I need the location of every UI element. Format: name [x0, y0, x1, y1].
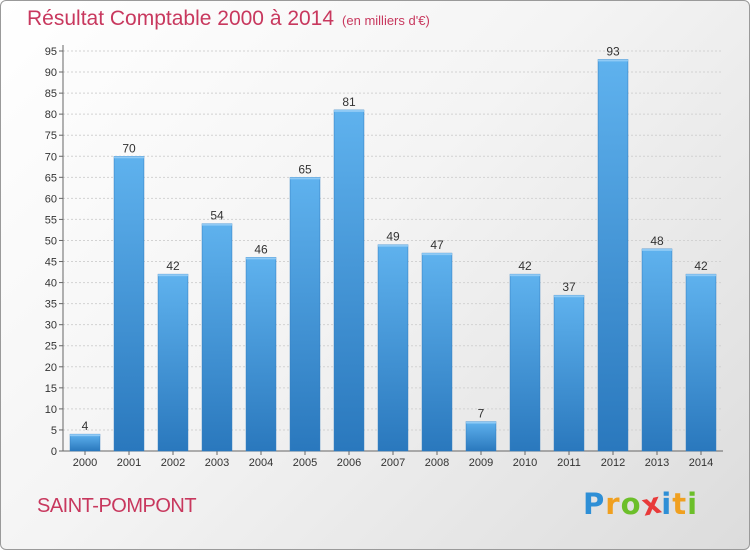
- x-tick-label: 2008: [425, 457, 449, 469]
- y-tick-label: 30: [45, 320, 57, 332]
- chart-title-text: Résultat Comptable 2000 à 2014: [27, 7, 335, 30]
- data-label: 54: [210, 209, 224, 223]
- chart-title: Résultat Comptable 2000 à 2014 (en millie…: [27, 7, 430, 31]
- bar-top-highlight: [290, 177, 320, 180]
- bar: [685, 273, 717, 452]
- data-label: 47: [430, 238, 444, 252]
- y-tick-label: 60: [45, 193, 57, 205]
- y-tick-label: 45: [45, 257, 57, 269]
- data-label: 48: [650, 234, 664, 248]
- logo-letter: P: [583, 487, 606, 521]
- data-label: 42: [166, 259, 180, 273]
- y-tick-label: 10: [45, 404, 57, 416]
- location-name: SAINT-POMPONT: [37, 495, 197, 517]
- bar-top-highlight: [598, 59, 628, 62]
- bar-top-highlight: [554, 295, 584, 298]
- bar: [333, 109, 365, 452]
- bar-top-highlight: [378, 244, 408, 247]
- x-tick-label: 2005: [293, 457, 317, 469]
- data-label: 70: [122, 141, 136, 155]
- x-tick-label: 2006: [337, 457, 361, 469]
- data-label: 65: [298, 162, 312, 176]
- logo-letter: r: [605, 487, 621, 521]
- y-tick-label: 80: [45, 109, 57, 121]
- bar: [69, 433, 101, 452]
- x-tick-label: 2001: [117, 457, 141, 469]
- x-tick-label: 2002: [161, 457, 185, 469]
- y-tick-label: 50: [45, 235, 57, 247]
- bar: [509, 273, 541, 452]
- y-tick-label: 90: [45, 67, 57, 79]
- bar: [421, 252, 453, 452]
- bar-top-highlight: [466, 421, 496, 424]
- y-tick-label: 40: [45, 278, 57, 290]
- y-tick-label: 55: [45, 214, 57, 226]
- bars: [69, 59, 717, 452]
- bar-top-highlight: [642, 248, 672, 251]
- x-tick-label: 2000: [73, 457, 97, 469]
- y-tick-label: 85: [45, 88, 57, 100]
- bar-top-highlight: [202, 223, 232, 226]
- bar: [245, 257, 277, 452]
- x-tick-label: 2010: [513, 457, 537, 469]
- data-label: 7: [478, 407, 485, 421]
- bar: [157, 273, 189, 452]
- data-label: 37: [562, 280, 576, 294]
- bar: [201, 223, 233, 452]
- logo-letter: i: [661, 487, 673, 521]
- logo-letter: o: [620, 487, 642, 521]
- x-tick-label: 2011: [557, 457, 581, 469]
- x-tick-label: 2012: [601, 457, 625, 469]
- bar-top-highlight: [510, 274, 540, 277]
- x-tick-label: 2013: [645, 457, 669, 469]
- y-tick-label: 70: [45, 151, 57, 163]
- bar: [113, 156, 145, 452]
- x-tick-label: 2007: [381, 457, 405, 469]
- y-tick-label: 15: [45, 383, 57, 395]
- bar: [641, 248, 673, 452]
- x-tick-label: 2009: [469, 457, 493, 469]
- bar-top-highlight: [334, 109, 364, 112]
- y-tick-label: 75: [45, 130, 57, 142]
- data-label: 93: [606, 44, 620, 58]
- bar-top-highlight: [114, 156, 144, 159]
- y-tick-label: 25: [45, 341, 57, 353]
- data-label: 46: [254, 242, 268, 256]
- x-tick-label: 2004: [249, 457, 273, 469]
- bar-top-highlight: [422, 253, 452, 256]
- bar-top-highlight: [158, 274, 188, 277]
- bar: [377, 244, 409, 452]
- x-tick-label: 2014: [689, 457, 713, 469]
- data-label: 81: [342, 95, 356, 109]
- bar-top-highlight: [686, 274, 716, 277]
- logo-letter: t: [672, 487, 688, 521]
- y-tick-label: 65: [45, 172, 57, 184]
- y-tick-label: 35: [45, 299, 57, 311]
- bar: [465, 421, 497, 452]
- y-tick-label: 20: [45, 362, 57, 374]
- labels: 0510152025303540455055606570758085909542…: [45, 44, 713, 469]
- y-tick-label: 95: [45, 46, 57, 58]
- y-tick-label: 0: [51, 446, 57, 458]
- bar-top-highlight: [70, 434, 100, 437]
- y-tick-label: 5: [51, 425, 57, 437]
- x-tick-label: 2003: [205, 457, 229, 469]
- proxiti-logo: Proxiti: [583, 485, 699, 522]
- chart-unit-note: (en milliers d'€): [342, 13, 430, 28]
- data-label: 4: [82, 419, 89, 433]
- bar-top-highlight: [246, 257, 276, 260]
- data-label: 42: [694, 259, 708, 273]
- data-label: 42: [518, 259, 532, 273]
- data-label: 49: [386, 230, 400, 244]
- logo-letter: i: [687, 487, 699, 521]
- bar: [553, 294, 585, 452]
- bar: [289, 177, 321, 452]
- bar: [597, 59, 629, 452]
